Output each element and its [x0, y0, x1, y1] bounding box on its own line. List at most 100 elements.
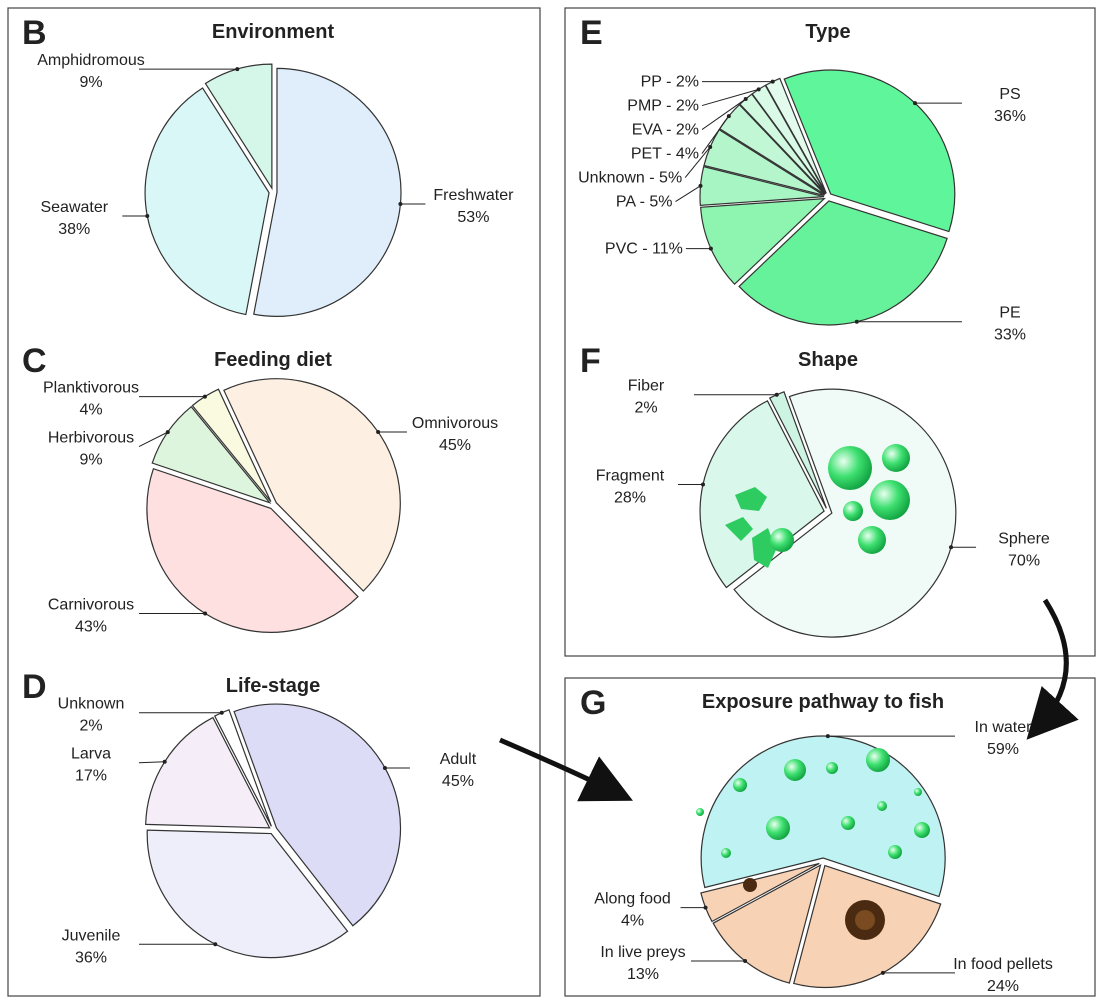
value-label: 45%	[442, 773, 474, 790]
leader-dot	[708, 246, 713, 251]
category-label: Sphere	[998, 530, 1050, 547]
data-label: PVC - 11%	[605, 241, 683, 258]
label-separator: -	[645, 170, 659, 187]
category-label: PS	[999, 86, 1020, 103]
leader-line	[701, 115, 730, 154]
label-separator: -	[662, 122, 676, 139]
data-label: PP - 2%	[641, 74, 699, 91]
category-label: PMP	[627, 98, 661, 115]
value-label: 5%	[649, 194, 672, 211]
leader-line	[138, 761, 165, 764]
leader-dot	[700, 482, 705, 487]
leader-dot	[398, 202, 403, 207]
category-label: Amphidromous	[37, 52, 145, 69]
leader-dot	[703, 905, 708, 910]
leader-dot	[743, 959, 748, 964]
value-label: 17%	[75, 768, 107, 785]
label-separator: -	[638, 241, 652, 258]
panel-letter: G	[580, 684, 606, 722]
value-label: 24%	[987, 978, 1019, 995]
category-label: Omnivorous	[412, 415, 498, 432]
chart-title: Exposure pathway to fish	[702, 691, 944, 713]
leader-dot	[698, 183, 703, 188]
category-label: Unknown	[58, 696, 125, 713]
leader-dot	[219, 710, 224, 715]
leader-line	[684, 146, 711, 178]
category-label: PE	[999, 305, 1020, 322]
label-separator: -	[662, 98, 676, 115]
arrow	[1026, 598, 1079, 740]
leader-dot	[726, 114, 731, 119]
data-label: PA - 5%	[616, 194, 673, 211]
data-label: EVA - 2%	[632, 122, 699, 139]
value-label: 36%	[75, 949, 107, 966]
leader-dot	[145, 213, 150, 218]
leader-line	[701, 88, 759, 107]
chart-title: Type	[805, 21, 850, 43]
leader-dot	[743, 96, 748, 101]
category-label: PP	[641, 74, 662, 91]
value-label: 2%	[676, 98, 699, 115]
pie-slice	[253, 67, 402, 317]
value-label: 4%	[621, 913, 644, 930]
panel-letter: B	[22, 14, 47, 52]
value-label: 2%	[676, 74, 699, 91]
value-label: 4%	[79, 402, 102, 419]
value-label: 38%	[58, 221, 90, 238]
leader-dot	[213, 942, 218, 947]
value-label: 4%	[676, 146, 699, 163]
label-separator: -	[662, 146, 676, 163]
category-label: PET	[631, 146, 662, 163]
leader-dot	[202, 394, 207, 399]
category-label: Carnivorous	[48, 597, 134, 614]
category-label: PVC	[605, 241, 638, 258]
category-label: Along food	[594, 891, 671, 908]
value-label: 2%	[79, 718, 102, 735]
value-label: 9%	[79, 74, 102, 91]
leader-line	[701, 98, 747, 130]
data-label: PMP - 2%	[627, 98, 699, 115]
value-label: 33%	[994, 327, 1026, 344]
category-label: Seawater	[40, 199, 108, 216]
arrow	[499, 737, 633, 802]
value-label: 53%	[457, 209, 489, 226]
leader-dot	[949, 545, 954, 550]
leader-dot	[756, 87, 761, 92]
decoration	[696, 444, 930, 940]
panel-letter: D	[22, 668, 47, 706]
category-label: In live preys	[600, 944, 685, 961]
value-label: 43%	[75, 619, 107, 636]
value-label: 59%	[987, 741, 1019, 758]
category-label: PA	[616, 194, 636, 211]
leader-dot	[235, 67, 240, 72]
leader-dot	[912, 101, 917, 106]
category-label: In water	[975, 719, 1033, 736]
chart-title: Feeding diet	[214, 349, 332, 371]
value-label: 45%	[439, 437, 471, 454]
leader-dot	[203, 611, 208, 616]
category-label: Adult	[440, 751, 477, 768]
leader-dot	[708, 144, 713, 149]
category-label: Planktivorous	[43, 380, 139, 397]
value-label: 5%	[659, 170, 682, 187]
leader-dot	[880, 970, 885, 975]
value-label: 2%	[634, 400, 657, 417]
leader-line	[675, 185, 701, 202]
category-label: Freshwater	[433, 187, 514, 204]
leader-dot	[770, 79, 775, 84]
value-label: 11%	[652, 241, 683, 258]
value-label: 13%	[627, 966, 659, 983]
leader-dot	[854, 319, 859, 324]
leader-line	[138, 431, 168, 448]
panel-frame	[7, 7, 541, 997]
leader-dot	[376, 429, 381, 434]
chart-title: Life-stage	[226, 675, 320, 697]
leader-dot	[162, 759, 167, 764]
leader-dot	[165, 430, 170, 435]
data-label: PET - 4%	[631, 146, 699, 163]
data-label: Unknown - 5%	[578, 170, 682, 187]
leader-dot	[774, 392, 779, 397]
label-separator: -	[662, 74, 676, 91]
category-label: Herbivorous	[48, 430, 134, 447]
panel-frame	[564, 677, 1096, 997]
